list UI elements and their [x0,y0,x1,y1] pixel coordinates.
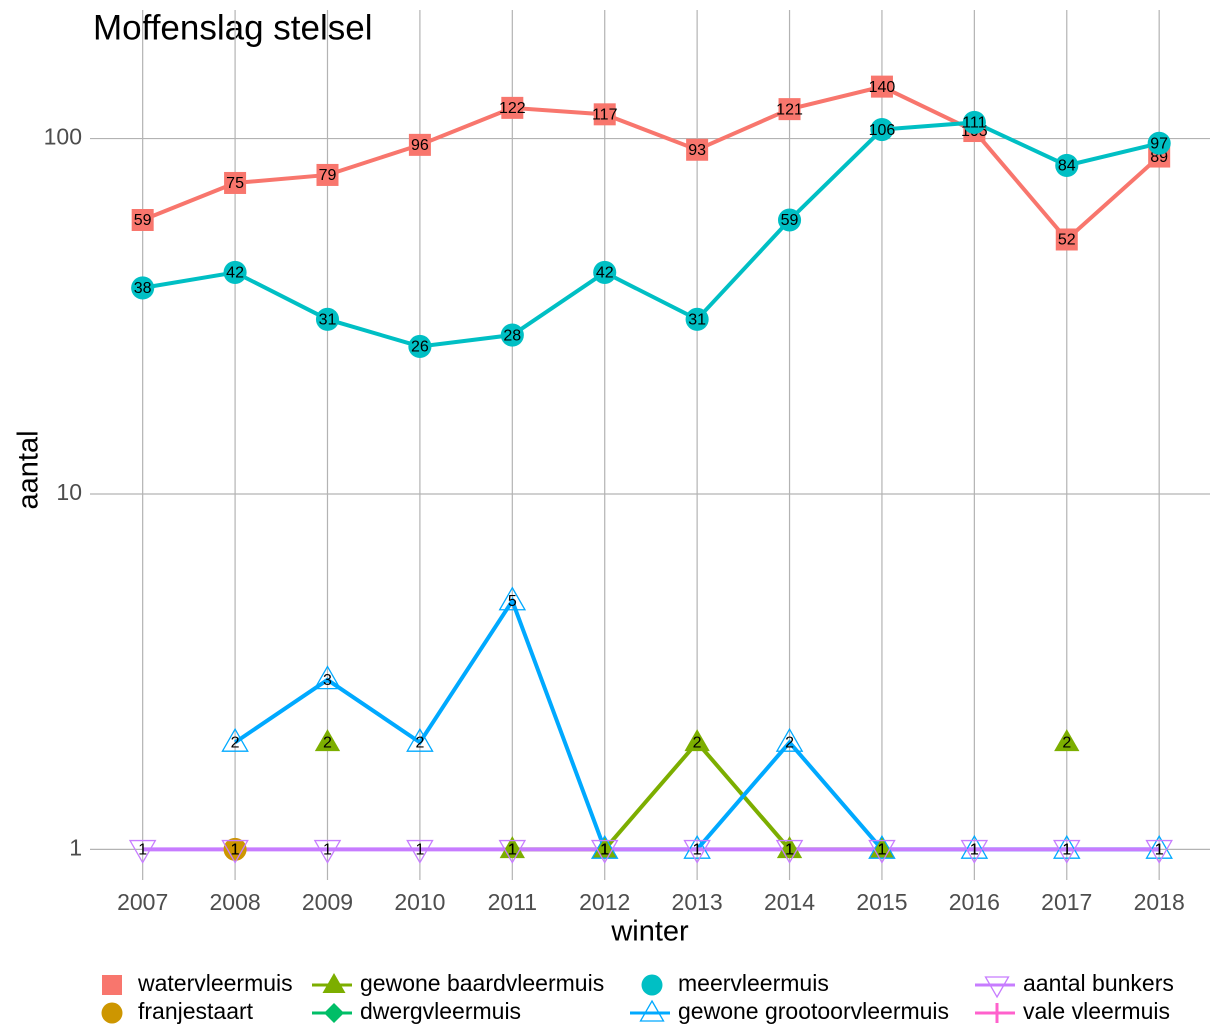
x-tick-label: 2014 [764,889,815,915]
data-label: 26 [411,339,429,356]
x-tick-label: 2012 [579,889,630,915]
x-tick-label: 2009 [302,889,353,915]
data-label: 1 [1155,842,1164,859]
data-label: 97 [1150,135,1168,152]
data-label: 1 [138,842,147,859]
data-label: 1 [231,842,240,859]
background [0,0,1213,1030]
data-label: 79 [319,167,337,184]
x-tick-label: 2018 [1134,889,1185,915]
legend-label: meervleermuis [678,970,829,996]
x-tick-label: 2015 [856,889,907,915]
data-label: 106 [869,122,896,139]
data-label: 1 [877,842,886,859]
data-label: 42 [226,265,244,282]
x-tick-label: 2016 [949,889,1000,915]
data-label: 1 [323,842,332,859]
legend-label: watervleermuis [137,970,293,996]
data-label: 1 [970,842,979,859]
x-tick-label: 2010 [394,889,445,915]
data-label: 93 [688,142,706,159]
data-label: 42 [596,265,614,282]
data-label: 31 [688,312,706,329]
data-label: 111 [962,115,986,132]
x-tick-label: 2013 [672,889,723,915]
data-label: 2 [785,735,794,752]
data-label: 5 [508,593,517,610]
data-label: 38 [134,280,152,297]
chart: Moffenslag stelsel winter aantal 2007 200… [0,0,1213,1030]
y-axis-title: aantal [13,430,45,509]
data-label: 2 [231,735,240,752]
data-label: 121 [776,101,803,118]
data-label: 1 [415,842,424,859]
legend-marker [102,975,122,995]
data-label: 3 [323,672,332,689]
data-label: 140 [869,79,896,96]
data-label: 59 [134,212,152,229]
x-tick-label: 2011 [488,889,537,915]
data-label: 1 [508,842,517,859]
data-label: 2 [693,735,702,752]
legend-label: franjestaart [138,998,254,1024]
data-label: 1 [693,842,702,859]
legend-label: dwergvleermuis [360,998,521,1024]
data-label: 28 [503,327,521,344]
data-label: 2 [415,735,424,752]
legend-label: gewone baardvleermuis [360,970,604,996]
y-tick-label: 10 [56,479,82,505]
data-label: 117 [592,107,618,124]
data-label: 1 [600,842,609,859]
legend-marker [102,1003,123,1024]
legend-label: vale vleermuis [1023,998,1170,1024]
data-label: 75 [226,175,244,192]
data-label: 31 [319,312,337,329]
data-label: 1 [1062,842,1071,859]
data-label: 96 [411,137,429,154]
legend-label: aantal bunkers [1023,970,1174,996]
data-label: 2 [323,735,332,752]
data-label: 59 [781,212,799,229]
legend-label: gewone grootoorvleermuis [678,998,949,1024]
data-label: 84 [1058,158,1076,175]
data-label: 1 [785,842,794,859]
data-label: 122 [499,100,526,117]
y-tick-label: 1 [69,834,82,860]
x-tick-label: 2007 [117,889,168,915]
x-tick-label: 2017 [1041,889,1092,915]
x-axis-title: winter [610,916,689,948]
legend-marker [642,975,663,996]
data-label: 52 [1058,232,1076,249]
y-tick-label: 100 [44,124,82,150]
x-tick-label: 2008 [209,889,260,915]
data-label: 2 [1062,735,1071,752]
chart-title: Moffenslag stelsel [93,8,373,47]
